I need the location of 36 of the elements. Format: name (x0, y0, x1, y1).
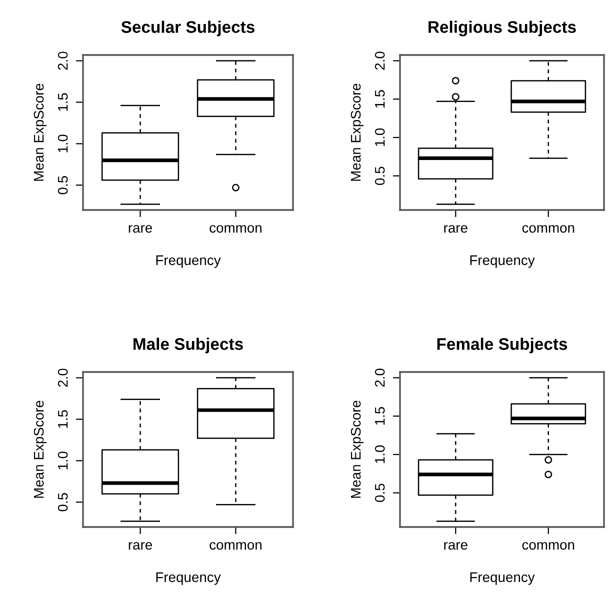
x-axis-title: Frequency (470, 572, 535, 585)
y-tick-label: 0.5 (374, 166, 385, 185)
chart-title: Female Subjects (437, 338, 568, 354)
y-tick-label: 0.5 (374, 484, 385, 502)
chart-title: Secular Subjects (121, 20, 254, 36)
x-tick-label: rare (128, 542, 152, 550)
chart-title: Male Subjects (134, 338, 243, 354)
y-tick-label: 2.0 (58, 368, 68, 387)
y-tick-label: 1.5 (375, 90, 385, 108)
y-axis-title: Mean ExpScore (350, 400, 364, 498)
y-tick-label: 1.0 (374, 445, 385, 464)
x-tick-label: rare (444, 225, 468, 233)
chart-title: Religious Subjects (428, 20, 576, 36)
x-tick-label: common (210, 542, 262, 550)
y-axis-title: Mean ExpScore (34, 400, 46, 498)
y-tick-label: 1.5 (58, 410, 68, 428)
y-tick-label: 0.5 (58, 493, 68, 512)
x-tick-label: common (522, 225, 574, 233)
y-tick-label: 2.0 (374, 52, 385, 70)
x-tick-label: common (522, 542, 574, 550)
y-axis-title: Mean ExpScore (34, 84, 46, 181)
y-tick-label: 0.5 (58, 176, 68, 194)
y-tick-label: 1.0 (58, 452, 68, 470)
y-tick-label: 1.5 (58, 93, 68, 111)
x-tick-label: rare (444, 542, 468, 550)
y-tick-label: 2.0 (58, 52, 68, 70)
y-tick-label: 1.5 (375, 407, 385, 425)
y-tick-label: 1.0 (58, 134, 68, 152)
y-tick-label: 2.0 (374, 368, 385, 387)
x-axis-title: Frequency (156, 255, 221, 268)
y-tick-label: 1.0 (374, 128, 385, 146)
y-axis-title: Mean ExpScore (350, 84, 364, 181)
x-tick-label: common (210, 225, 262, 233)
x-tick-label: rare (128, 225, 152, 233)
x-axis-title: Frequency (470, 255, 535, 268)
x-axis-title: Frequency (156, 572, 221, 585)
